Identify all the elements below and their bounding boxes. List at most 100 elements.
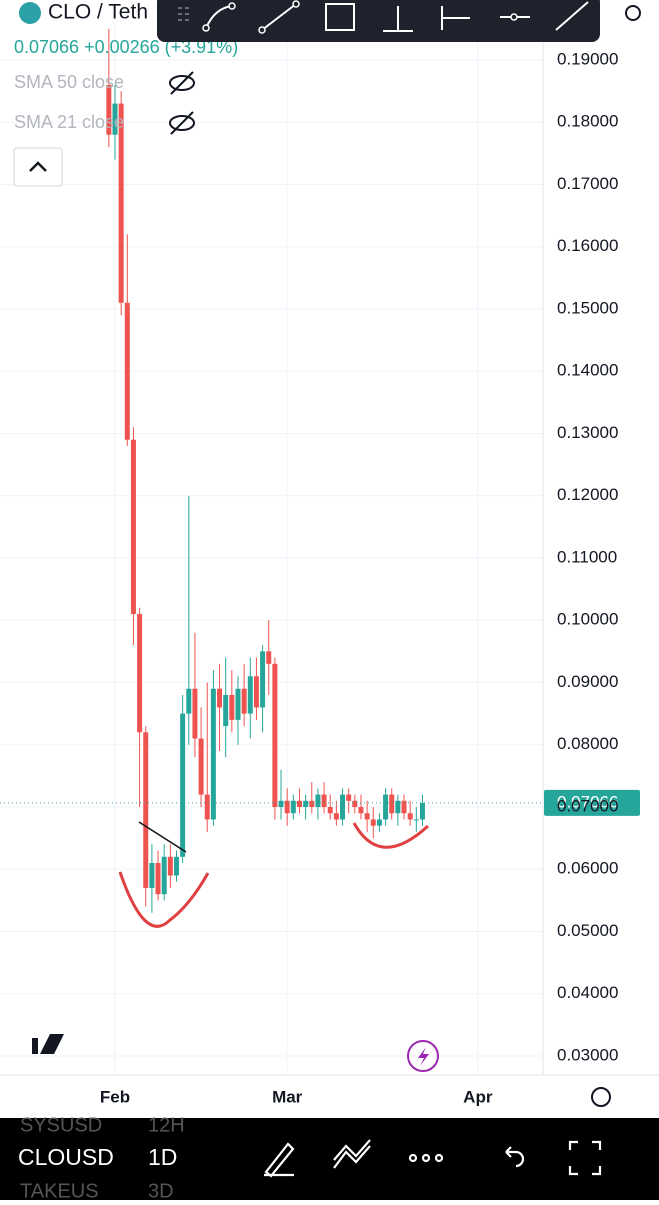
candle-body [333, 813, 339, 820]
y-tick-label: 0.13000 [557, 423, 618, 442]
grid [0, 0, 543, 1075]
candle-body [376, 819, 382, 826]
settings-icon[interactable] [625, 5, 641, 21]
candle-body [370, 819, 376, 826]
interval-option[interactable]: 12H [148, 1114, 185, 1136]
symbol-current[interactable]: CLOUSD [18, 1144, 114, 1170]
y-tick-label: 0.15000 [557, 298, 618, 317]
y-tick-label: 0.04000 [557, 983, 618, 1002]
candle-body [413, 819, 419, 821]
y-tick-label: 0.08000 [557, 734, 618, 753]
candle-body [149, 863, 155, 888]
y-tick-label: 0.16000 [557, 236, 618, 255]
collapse-button[interactable] [13, 147, 63, 187]
interval-option[interactable]: 3D [148, 1180, 174, 1202]
last-price-badge [544, 789, 640, 816]
candle-body [223, 694, 229, 727]
symbol-option[interactable]: SYSUSD [20, 1114, 102, 1136]
y-tick-label: 0.11000 [557, 547, 617, 566]
x-tick-label: Mar [272, 1087, 303, 1106]
candle-body [106, 84, 112, 135]
x-tick-label: Feb [100, 1087, 130, 1106]
candle-body [315, 794, 321, 808]
candle-body [266, 651, 272, 664]
candle-body [241, 688, 247, 714]
indicator[interactable]: SMA 21 close [14, 112, 124, 132]
symbol-option[interactable]: TAKEUS [20, 1180, 99, 1202]
candle-body [198, 738, 204, 795]
y-tick-label: 0.09000 [557, 672, 618, 691]
candle-body [112, 103, 118, 135]
candle-body [290, 800, 296, 814]
candle-body [340, 794, 346, 820]
candle-body [278, 800, 284, 808]
candle-body [247, 676, 253, 714]
candle-body [407, 813, 413, 820]
y-tick-label: 0.18000 [557, 112, 618, 131]
candle-body [272, 663, 278, 808]
candle-body [346, 794, 352, 801]
drawing-trendline [138, 821, 187, 853]
candle-body [124, 302, 130, 440]
y-tick-label: 0.17000 [557, 174, 618, 193]
candle-body [303, 800, 309, 808]
drawing-curve [118, 871, 210, 928]
candle-body [229, 694, 235, 720]
indicator[interactable]: SMA 50 close [14, 72, 124, 92]
candle-body [389, 794, 395, 814]
y-tick-label: 0.10000 [557, 610, 618, 629]
candle-body [327, 807, 333, 814]
candle-body [167, 856, 173, 876]
candle-body [284, 800, 290, 814]
tv-logo [18, 1034, 64, 1054]
candle-body [253, 676, 259, 708]
y-tick-label: 0.06000 [557, 859, 618, 878]
bottom-bar [0, 1118, 659, 1200]
candle-body [358, 807, 364, 814]
candle-body [395, 800, 401, 814]
candle-body [155, 863, 161, 895]
candle-body [235, 688, 241, 720]
candle-body [180, 713, 186, 857]
candle-body [204, 794, 210, 820]
candle-body [364, 813, 370, 820]
overlay: 0.07066 [0, 789, 640, 816]
axis-settings-icon[interactable] [591, 1087, 611, 1107]
y-tick-label: 0.05000 [557, 921, 618, 940]
symbol-logo [19, 2, 41, 24]
candle-body [321, 794, 327, 808]
candle-body [419, 802, 425, 820]
interval-current[interactable]: 1D [148, 1144, 177, 1170]
hide-icons[interactable] [169, 71, 195, 135]
candle-body [192, 688, 198, 739]
y-tick-label: 0.19000 [557, 49, 618, 68]
candle-body [173, 856, 179, 876]
flash-glyph [418, 1047, 429, 1066]
last-price-label: 0.07066 [557, 792, 618, 811]
candle-body [210, 688, 216, 820]
flash-icon[interactable] [407, 1040, 439, 1072]
y-tick-label: 0.07000 [557, 796, 618, 815]
candles [106, 28, 425, 913]
candle-body [143, 732, 149, 888]
candle-body [401, 800, 407, 814]
chevron-icon [29, 161, 47, 172]
x-tick-label: Apr [463, 1087, 493, 1106]
symbol-title[interactable]: CLO / Teth [48, 1, 148, 24]
y-tick-label: 0.03000 [557, 1045, 618, 1064]
bottom-icons[interactable] [264, 1139, 602, 1178]
candle-body [217, 688, 223, 708]
candle-body [137, 614, 143, 733]
candle-body [309, 800, 315, 808]
drawing-toolbar [157, 0, 600, 42]
candle-body [260, 651, 266, 708]
y-tick-label: 0.12000 [557, 485, 618, 504]
candle-body [296, 800, 302, 808]
toolbar-dots [202, 0, 518, 34]
candle-body [161, 856, 167, 895]
candle-body [130, 439, 136, 615]
drawing-curve [352, 822, 430, 849]
candle-body [118, 103, 124, 303]
drag-handle[interactable] [178, 7, 189, 21]
